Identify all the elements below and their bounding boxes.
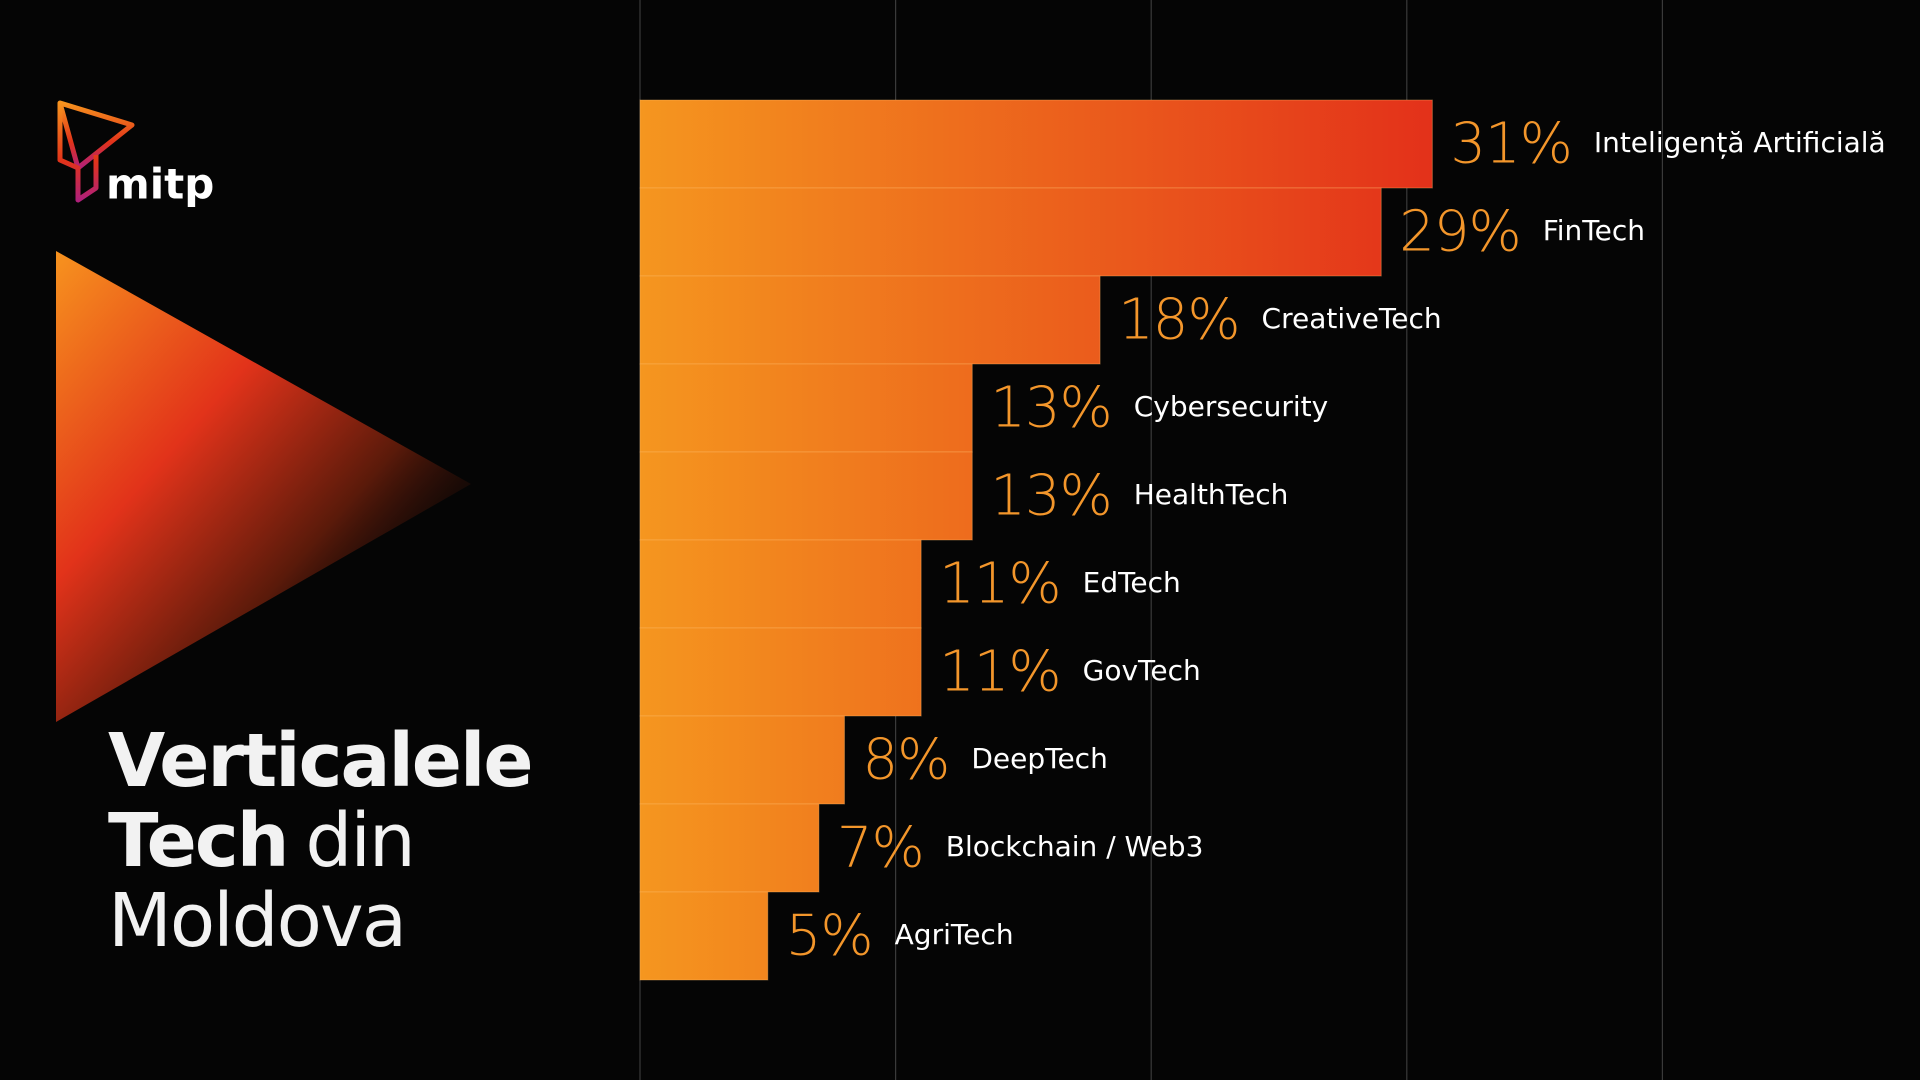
category-label: CreativeTech xyxy=(1262,302,1442,335)
title-line: Verticalele xyxy=(108,718,532,804)
bar xyxy=(639,715,845,805)
category-label: GovTech xyxy=(1083,654,1201,687)
category-label: AgriTech xyxy=(895,918,1014,951)
bar xyxy=(639,451,973,541)
bar xyxy=(639,539,922,629)
logo-icon xyxy=(57,93,135,203)
category-label: Cybersecurity xyxy=(1134,390,1328,423)
category-label: DeepTech xyxy=(971,742,1108,775)
category-label: FinTech xyxy=(1543,214,1645,247)
value-label: 11% xyxy=(939,639,1060,704)
value-label: 13% xyxy=(990,375,1111,440)
decor-triangle xyxy=(56,251,471,722)
title-word: Verticalele xyxy=(108,718,532,804)
bars: 31% Inteligență Artificială 29% FinTech 18% C… xyxy=(639,99,1886,981)
logo-text: mitp xyxy=(106,160,214,209)
bar xyxy=(639,803,820,893)
title-word: din xyxy=(305,798,413,884)
value-label: 31% xyxy=(1450,111,1571,176)
value-label: 8% xyxy=(862,727,949,792)
value-label: 5% xyxy=(786,903,873,968)
value-label: 18% xyxy=(1118,287,1239,352)
bar xyxy=(639,891,769,981)
bar xyxy=(639,99,1433,189)
category-label: EdTech xyxy=(1083,566,1181,599)
title-line: Tech din xyxy=(108,798,414,884)
bar xyxy=(639,627,922,717)
value-label: 11% xyxy=(939,551,1060,616)
value-label: 7% xyxy=(837,815,924,880)
value-label: 13% xyxy=(990,463,1111,528)
bar xyxy=(639,275,1101,365)
bar xyxy=(639,187,1382,277)
title-word: Moldova xyxy=(108,878,405,964)
value-label: 29% xyxy=(1399,199,1520,264)
bar xyxy=(639,363,973,453)
category-label: HealthTech xyxy=(1134,478,1289,511)
category-label: Blockchain / Web3 xyxy=(946,830,1204,863)
category-label: Inteligență Artificială xyxy=(1594,126,1886,159)
title-word: Tech xyxy=(108,798,287,884)
title-line: Moldova xyxy=(108,878,405,964)
